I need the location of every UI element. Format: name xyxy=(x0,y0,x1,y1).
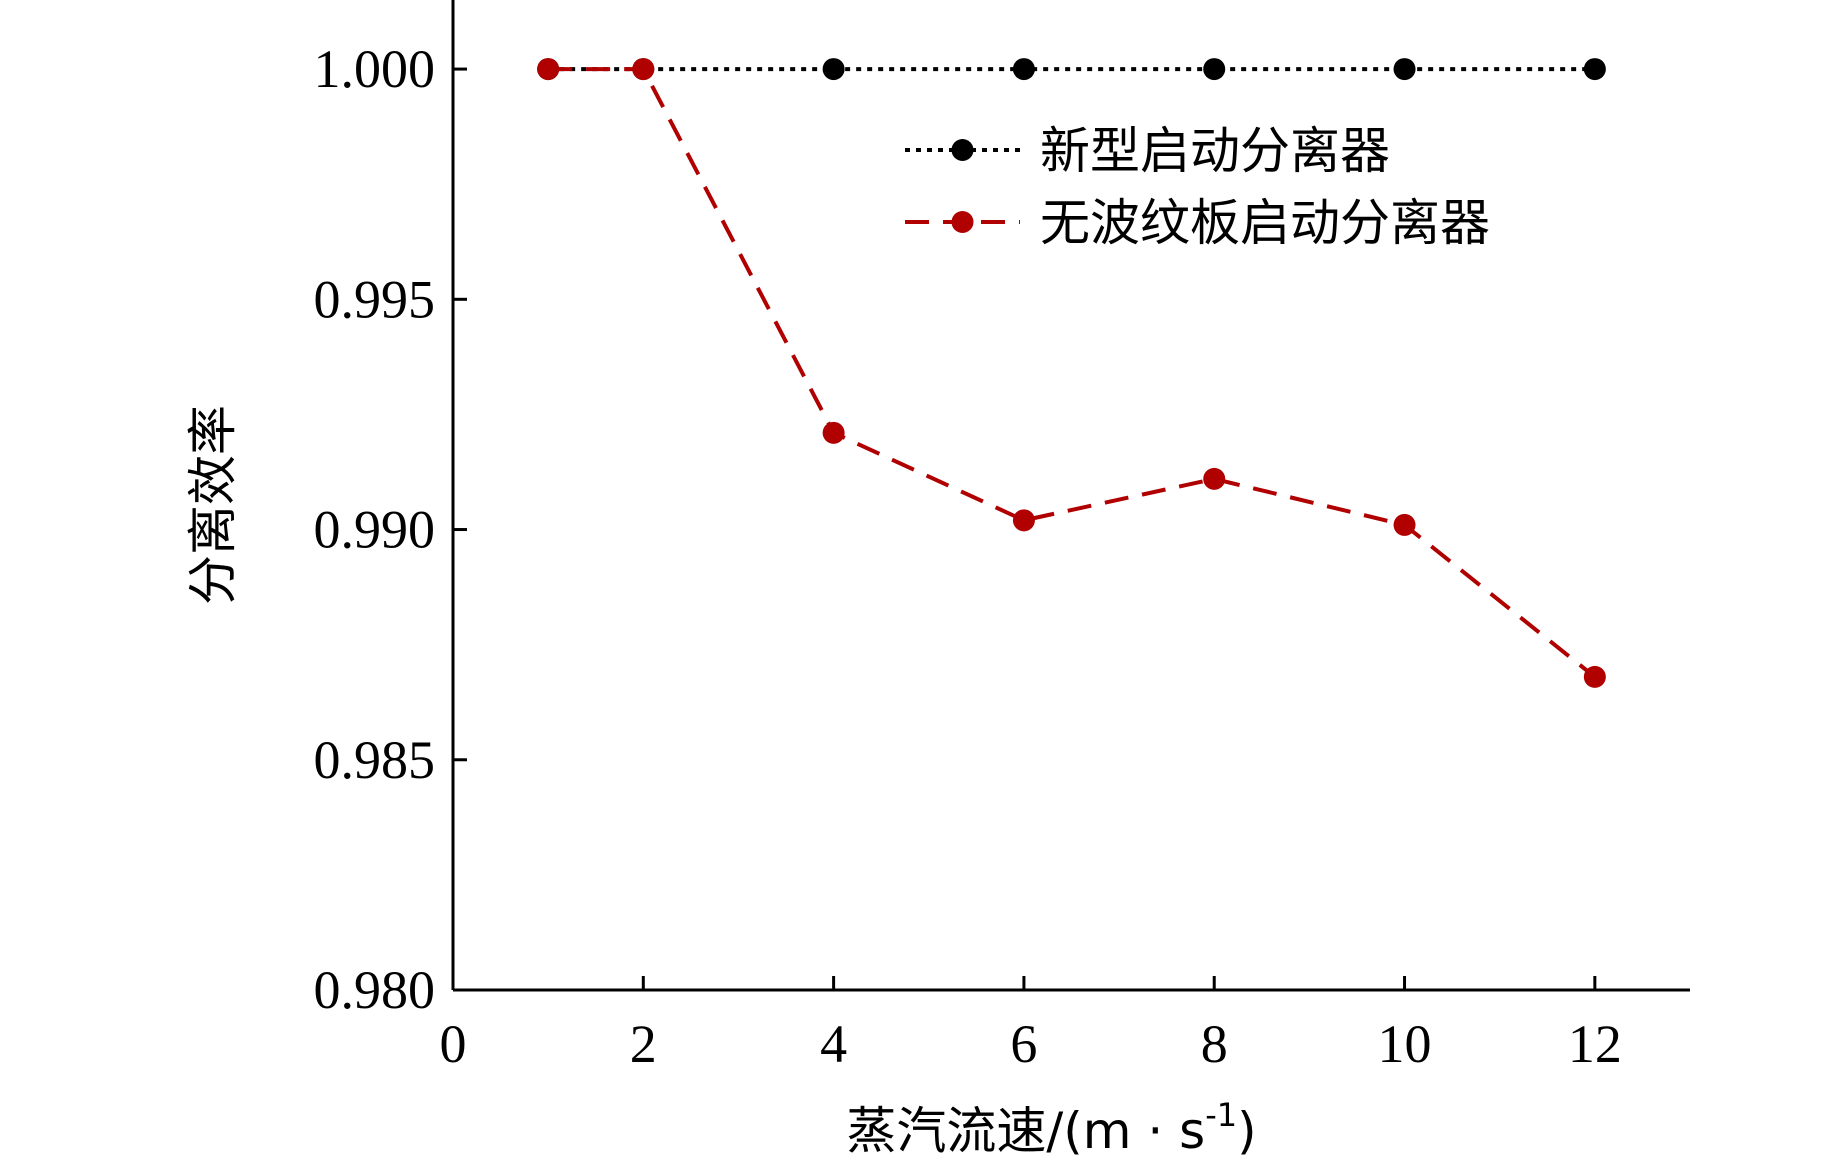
data-point xyxy=(1203,467,1226,490)
y-axis-ticks: 0.980 0.985 0.990 0.995 1.000 xyxy=(314,39,467,1020)
x-tick-label: 4 xyxy=(820,1014,847,1074)
data-point xyxy=(1393,513,1416,536)
series-layer xyxy=(537,58,1606,688)
legend-label: 新型启动分离器 xyxy=(1040,122,1390,180)
legend-marker xyxy=(951,139,974,161)
y-tick-label: 0.990 xyxy=(314,500,436,560)
legend-marker xyxy=(951,211,974,233)
y-tick-label: 0.995 xyxy=(314,269,436,329)
data-point xyxy=(1203,58,1226,81)
data-point xyxy=(1012,509,1035,532)
x-axis-title-superscript: -1 xyxy=(1205,1096,1237,1134)
y-tick-label: 0.985 xyxy=(314,730,436,790)
axes xyxy=(451,0,1690,992)
x-tick-label: 6 xyxy=(1010,1014,1037,1074)
x-axis-title-main: 蒸汽流速/(m · s xyxy=(846,1102,1205,1160)
x-tick-label: 0 xyxy=(440,1014,467,1074)
x-tick-label: 8 xyxy=(1201,1014,1228,1074)
data-point xyxy=(632,58,655,81)
data-point xyxy=(822,58,845,81)
x-axis-ticks: 0 2 4 6 8 10 12 xyxy=(440,976,1622,1074)
data-point xyxy=(1583,665,1606,688)
y-tick-label: 1.000 xyxy=(314,39,436,99)
x-tick-label: 10 xyxy=(1378,1014,1432,1074)
data-point xyxy=(1583,58,1606,81)
y-axis-title: 分离效率 xyxy=(184,405,242,605)
legend-label: 无波纹板启动分离器 xyxy=(1040,194,1490,252)
series-2 xyxy=(537,58,1606,688)
data-point xyxy=(1393,58,1416,81)
y-tick-label: 0.980 xyxy=(314,960,436,1020)
x-axis-title: 蒸汽流速/(m · s-1) xyxy=(846,1096,1256,1160)
x-axis-title-close: ) xyxy=(1237,1102,1257,1160)
data-point xyxy=(822,421,845,444)
data-point xyxy=(1012,58,1035,81)
data-point xyxy=(537,58,560,81)
x-tick-label: 12 xyxy=(1568,1014,1622,1074)
series-1 xyxy=(537,58,1606,81)
x-tick-label: 2 xyxy=(630,1014,657,1074)
